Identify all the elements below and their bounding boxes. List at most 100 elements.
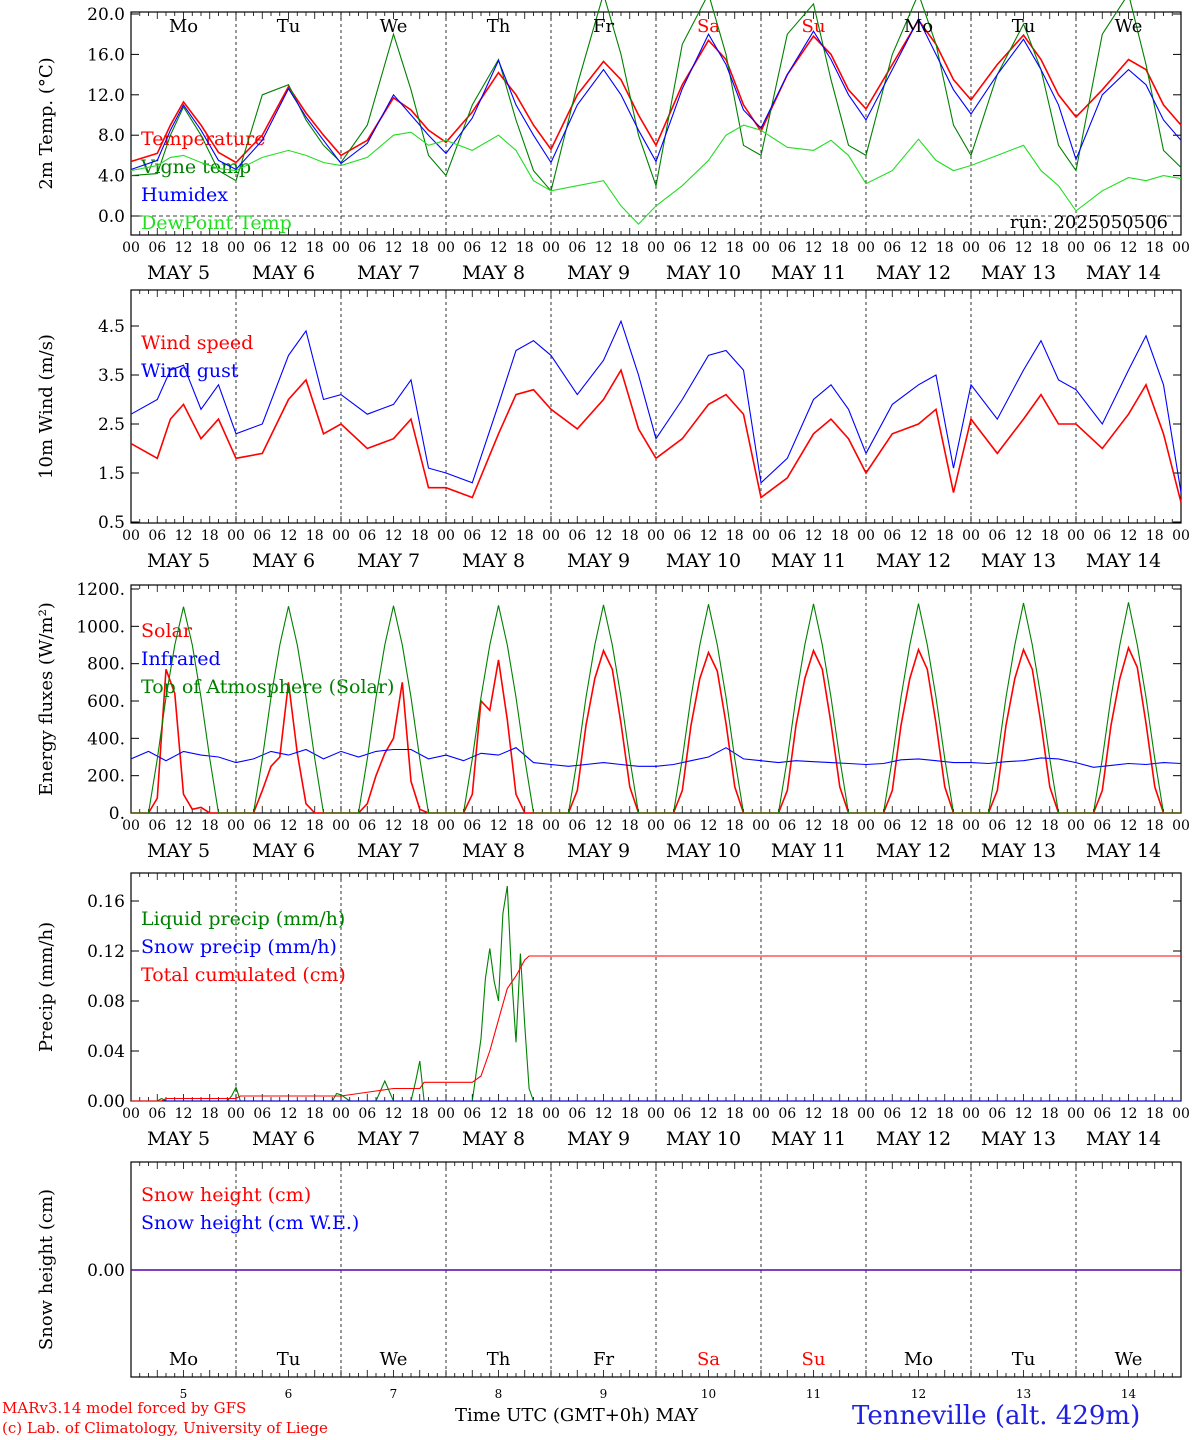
hour-label: 00 [1172,818,1190,834]
hour-label: 18 [411,1106,429,1122]
hour-label: 06 [568,240,586,256]
dow-label: We [1115,1349,1143,1370]
legend-entry: Infrared [141,648,221,670]
hour-label: 00 [1067,240,1085,256]
hour-label: 18 [936,240,954,256]
date-label: MAY 14 [1086,840,1161,862]
hour-label: 12 [1120,528,1138,544]
hour-label: 06 [358,240,376,256]
hour-label: 06 [358,1106,376,1122]
hour-label: 00 [1172,240,1190,256]
hour-label: 00 [962,1106,980,1122]
y-axis-label: 2m Temp. (°C) [36,57,57,189]
y-axis-label: 10m Wind (m/s) [36,334,57,479]
model-credit: MARv3.14 model forced by GFS [2,1399,247,1417]
dow-label: Th [487,1349,511,1370]
hour-label: 06 [358,528,376,544]
hour-label: 00 [227,528,245,544]
hour-label: 06 [253,240,271,256]
y-axis-label: Precip (mm/h) [36,922,57,1052]
y-tick-label: 1000. [76,617,125,637]
hour-label: 06 [463,528,481,544]
legend-entry: Liquid precip (mm/h) [141,908,345,930]
hour-label: 18 [936,528,954,544]
date-label: MAY 6 [252,550,315,572]
hour-label: 00 [1172,528,1190,544]
hour-label: 12 [1120,1106,1138,1122]
hour-label: 06 [568,1106,586,1122]
date-label: MAY 9 [567,262,630,284]
day-number-label: 11 [806,1387,821,1401]
series-line-wind [130,368,1182,503]
hour-label: 18 [306,528,324,544]
hour-label: 06 [673,240,691,256]
legend-entry: Wind speed [141,332,253,354]
hour-label: 00 [857,818,875,834]
hour-label: 00 [1172,1106,1190,1122]
hour-label: 18 [1041,818,1059,834]
legend-entry: Wind gust [141,360,239,382]
y-tick-label: 12.0 [87,86,125,106]
hour-label: 12 [700,1106,718,1122]
hour-label: 06 [673,1106,691,1122]
hour-label: 12 [280,818,298,834]
hour-label: 12 [175,528,193,544]
hour-label: 12 [595,1106,613,1122]
series-line-temp [130,17,1182,171]
legend-entry: Top of Atmosphere (Solar) [141,676,394,698]
hour-label: 12 [1015,1106,1033,1122]
y-tick-label: 0.5 [98,513,125,533]
date-label: MAY 13 [981,262,1056,284]
y-tick-label: 0.12 [87,942,125,962]
dow-label: Mo [169,1349,198,1370]
dow-label: We [380,16,408,37]
hour-label: 18 [411,528,429,544]
hour-label: 06 [778,818,796,834]
hour-label: 00 [752,818,770,834]
hour-label: 06 [148,240,166,256]
hour-label: 12 [385,1106,403,1122]
day-number-label: 13 [1016,1387,1031,1401]
hour-label: 00 [647,818,665,834]
day-number-label: 5 [180,1387,188,1401]
hour-label: 06 [1093,240,1111,256]
hour-label: 06 [1093,528,1111,544]
legend-entry: Snow precip (mm/h) [141,936,337,958]
date-label: MAY 11 [771,1128,846,1150]
hour-label: 00 [857,240,875,256]
hour-label: 06 [568,818,586,834]
hour-label: 00 [1067,528,1085,544]
y-tick-label: 800. [87,655,125,675]
station-label: Tenneville (alt. 429m) [852,1401,1141,1431]
hour-label: 00 [332,528,350,544]
y-tick-label: 1.5 [98,464,125,484]
date-label: MAY 5 [147,840,210,862]
hour-label: 18 [831,818,849,834]
hour-label: 18 [936,818,954,834]
hour-label: 12 [1015,528,1033,544]
y-axis-label: Energy fluxes (W/m²) [36,602,57,796]
hour-label: 12 [805,240,823,256]
y-tick-label: 2.5 [98,415,125,435]
hour-label: 18 [201,818,219,834]
dow-label: Th [487,16,511,37]
hour-label: 00 [647,1106,665,1122]
legend-entry: Snow height (cm W.E.) [141,1212,359,1234]
hour-label: 00 [332,1106,350,1122]
dow-label: We [380,1349,408,1370]
dow-label: Tu [1012,1349,1036,1370]
hour-label: 18 [306,1106,324,1122]
date-label: MAY 12 [876,840,951,862]
legend-entry: Vigne temp [140,156,251,178]
hour-label: 18 [621,528,639,544]
y-tick-label: 0.0 [98,207,125,227]
dow-label: Sa [697,1349,720,1370]
hour-label: 00 [647,528,665,544]
date-label: MAY 5 [147,550,210,572]
day-number-label: 6 [285,1387,293,1401]
date-label: MAY 12 [876,550,951,572]
series-line-temp [130,124,1182,225]
date-label: MAY 10 [666,262,741,284]
hour-label: 12 [910,818,928,834]
y-tick-label: 3.5 [98,366,125,386]
